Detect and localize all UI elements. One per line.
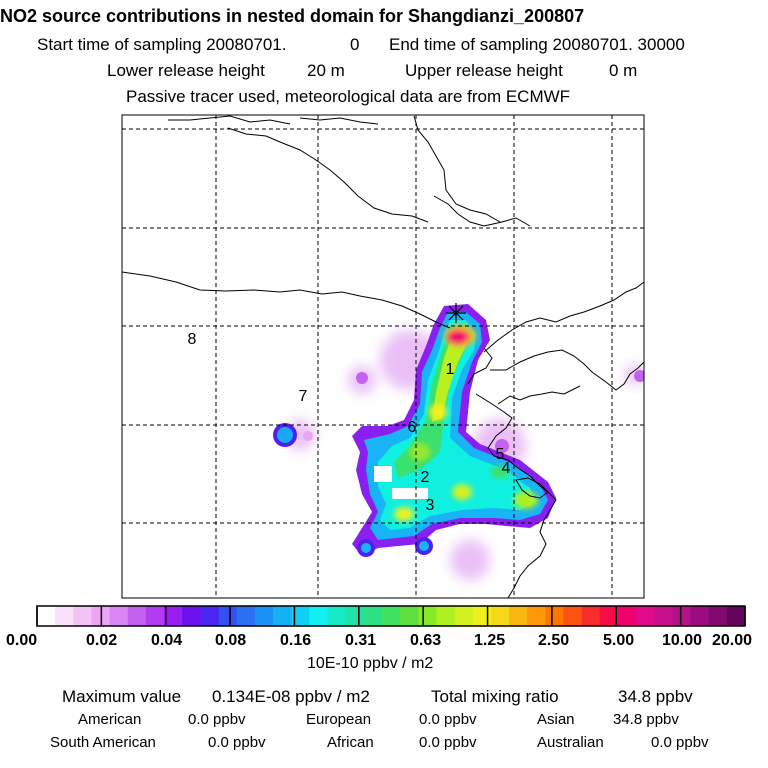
colorbar-cell <box>182 606 201 626</box>
colorbar-cell <box>563 606 583 626</box>
region-name-australian: Australian <box>537 734 604 751</box>
colorbar-cell <box>400 606 419 626</box>
colorbar-cell <box>345 606 365 626</box>
region-value-african: 0.0 ppbv <box>419 734 477 751</box>
colorbar-cell <box>545 606 565 626</box>
colorbar-cell <box>200 606 220 626</box>
colorbar-cell <box>127 606 147 626</box>
colorbar-cell <box>37 606 56 626</box>
colorbar-tick-label: 10.00 <box>662 632 703 649</box>
region-label-2: 2 <box>421 469 430 486</box>
colorbar-cell <box>617 606 637 626</box>
start-time-label: Start time of sampling 20080701. <box>37 35 287 54</box>
region-value-south-american: 0.0 ppbv <box>208 734 266 751</box>
colorbar-cell <box>672 606 692 626</box>
colorbar-cell <box>509 606 528 626</box>
region-label-3: 3 <box>426 497 435 514</box>
colorbar-cell <box>164 606 183 626</box>
upper-release-label: Upper release height <box>405 61 563 80</box>
colorbar-cells <box>37 606 746 626</box>
start-time-value: 0 <box>350 35 360 54</box>
colorbar-cell <box>527 606 546 626</box>
colorbar-cell <box>309 606 329 626</box>
map-title: NO2 source contributions in nested domai… <box>0 6 585 26</box>
region-label-7: 7 <box>299 388 308 405</box>
colorbar-cell <box>726 606 746 626</box>
region-name-south-american: South American <box>50 734 156 751</box>
star-icon <box>446 303 466 323</box>
colorbar-tick-label: 5.00 <box>603 632 635 649</box>
map-frame <box>121 114 645 599</box>
colorbar-cell <box>218 606 238 626</box>
colorbar-cell <box>690 606 710 626</box>
region-label-5: 5 <box>496 446 505 463</box>
plume-yellowgreen <box>432 330 468 422</box>
total-mixing-value: 34.8 ppbv <box>618 687 693 706</box>
colorbar-tick-label: 0.00 <box>6 632 38 649</box>
colorbar-cell <box>55 606 74 626</box>
region-name-asian: Asian <box>537 711 575 728</box>
colorbar-cell <box>327 606 347 626</box>
lat-lon-grid <box>122 115 644 598</box>
colorbar-cell <box>254 606 274 626</box>
colorbar-tick-label: 0.02 <box>86 632 118 649</box>
colorbar-cell <box>472 606 492 626</box>
concentration-field <box>273 304 644 580</box>
colorbar-cell <box>490 606 510 626</box>
colorbar-unit: 10E-10 ppbv / m2 <box>307 655 434 672</box>
colorbar-tick-label: 0.31 <box>345 632 377 649</box>
region-value-australian: 0.0 ppbv <box>651 734 709 751</box>
colorbar-tick-label: 1.25 <box>474 632 506 649</box>
region-name-european: European <box>306 711 372 728</box>
max-value-label: Maximum value <box>62 687 182 706</box>
region-value-american: 0.0 ppbv <box>188 711 246 728</box>
colorbar-cell <box>109 606 129 626</box>
end-time-label: End time of sampling 20080701. 30000 <box>389 35 685 54</box>
colorbar-tick-label: 0.08 <box>215 632 247 649</box>
colorbar-cell <box>73 606 93 626</box>
colorbar-tick-label: 20.00 <box>712 632 753 649</box>
colorbar-cell <box>363 606 383 626</box>
region-label-8: 8 <box>188 331 197 348</box>
colorbar-frame <box>36 605 746 627</box>
colorbar-cell <box>381 606 401 626</box>
colorbar-tick-label: 0.63 <box>410 632 442 649</box>
colorbar-cell <box>236 606 256 626</box>
max-value: 0.134E-08 ppbv / m2 <box>212 687 370 706</box>
colorbar-cell <box>418 606 437 626</box>
colorbar-cell <box>708 606 728 626</box>
colorbar-cell <box>436 606 456 626</box>
colorbar-tick-label: 2.50 <box>538 632 570 649</box>
region-label-1: 1 <box>446 361 455 378</box>
colorbar-cell <box>454 606 474 626</box>
colorbar-cell <box>654 606 673 626</box>
upper-release-value: 0 m <box>609 61 638 80</box>
colorbar-cell <box>599 606 619 626</box>
colorbar-cell <box>145 606 165 626</box>
colorbar-cell <box>273 606 292 626</box>
region-name-american: American <box>78 711 142 728</box>
colorbar-cell <box>581 606 601 626</box>
lower-release-label: Lower release height <box>107 61 265 80</box>
region-label-6: 6 <box>408 419 417 436</box>
colorbar-cell <box>291 606 310 626</box>
region-value-asian: 34.8 ppbv <box>613 711 679 728</box>
region-label-4: 4 <box>502 460 511 477</box>
colorbar-tick-label: 0.04 <box>151 632 183 649</box>
colorbar-cell <box>636 606 655 626</box>
region-name-african: African <box>327 734 374 751</box>
colorbar-tick-label: 0.16 <box>280 632 312 649</box>
region-value-european: 0.0 ppbv <box>419 711 477 728</box>
total-mixing-label: Total mixing ratio <box>431 687 559 706</box>
colorbar-ticks <box>36 606 746 626</box>
lower-release-value: 20 m <box>307 61 345 80</box>
tracer-note: Passive tracer used, meteorological data… <box>126 87 571 106</box>
